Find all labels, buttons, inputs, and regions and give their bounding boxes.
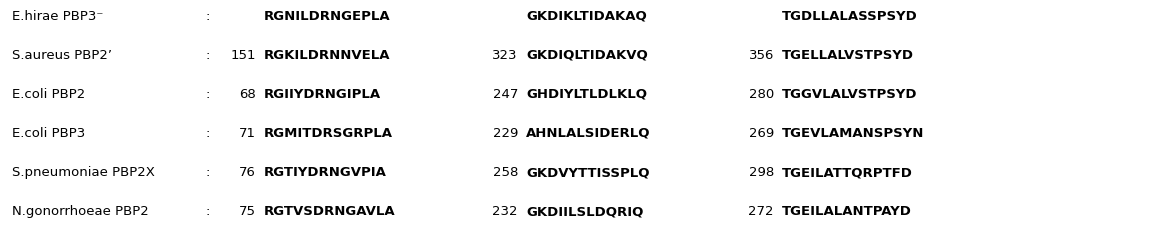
Text: 323: 323 (492, 49, 518, 62)
Text: N.gonorrhoeae PBP2: N.gonorrhoeae PBP2 (12, 205, 149, 218)
Text: :: : (205, 127, 209, 140)
Text: :: : (205, 49, 209, 62)
Text: TGEILALANTPAYD: TGEILALANTPAYD (781, 205, 911, 218)
Text: TGEVLAMANSPSYN: TGEVLAMANSPSYN (781, 127, 924, 140)
Text: 280: 280 (749, 88, 774, 101)
Text: RGTIYDRNGVPIA: RGTIYDRNGVPIA (265, 166, 387, 179)
Text: 229: 229 (492, 127, 518, 140)
Text: 269: 269 (749, 127, 774, 140)
Text: RGTVSDRNGAVLA: RGTVSDRNGAVLA (265, 205, 396, 218)
Text: 272: 272 (749, 205, 774, 218)
Text: 151: 151 (231, 49, 257, 62)
Text: RGMITDRSGRPLA: RGMITDRSGRPLA (265, 127, 394, 140)
Text: TGDLLALASSPSYD: TGDLLALASSPSYD (781, 10, 917, 23)
Text: 68: 68 (239, 88, 257, 101)
Text: 258: 258 (492, 166, 518, 179)
Text: GKDVYTTISSPLQ: GKDVYTTISSPLQ (526, 166, 649, 179)
Text: RGNILDRNGEPLA: RGNILDRNGEPLA (265, 10, 391, 23)
Text: :: : (205, 166, 209, 179)
Text: TGGVLALVSTPSYD: TGGVLALVSTPSYD (781, 88, 917, 101)
Text: S.aureus PBP2’: S.aureus PBP2’ (12, 49, 111, 62)
Text: RGIIYDRNGIPLA: RGIIYDRNGIPLA (265, 88, 381, 101)
Text: RGKILDRNNVELA: RGKILDRNNVELA (265, 49, 391, 62)
Text: 247: 247 (492, 88, 518, 101)
Text: S.pneumoniae PBP2X: S.pneumoniae PBP2X (12, 166, 154, 179)
Text: 71: 71 (239, 127, 257, 140)
Text: AHNLALSIDERLQ: AHNLALSIDERLQ (526, 127, 650, 140)
Text: :: : (205, 10, 209, 23)
Text: E.hirae PBP3⁻: E.hirae PBP3⁻ (12, 10, 103, 23)
Text: GKDIKLTIDAKAQ: GKDIKLTIDAKAQ (526, 10, 647, 23)
Text: 76: 76 (239, 166, 257, 179)
Text: TGEILATTQRPTFD: TGEILATTQRPTFD (781, 166, 913, 179)
Text: 75: 75 (239, 205, 257, 218)
Text: TGELLALVSTPSYD: TGELLALVSTPSYD (781, 49, 914, 62)
Text: E.coli PBP3: E.coli PBP3 (12, 127, 85, 140)
Text: GKDIQLTIDAKVQ: GKDIQLTIDAKVQ (526, 49, 648, 62)
Text: 232: 232 (492, 205, 518, 218)
Text: E.coli PBP2: E.coli PBP2 (12, 88, 85, 101)
Text: 298: 298 (749, 166, 774, 179)
Text: :: : (205, 88, 209, 101)
Text: 356: 356 (749, 49, 774, 62)
Text: :: : (205, 205, 209, 218)
Text: GHDIYLTLDLKLQ: GHDIYLTLDLKLQ (526, 88, 647, 101)
Text: GKDIILSLDQRIQ: GKDIILSLDQRIQ (526, 205, 643, 218)
